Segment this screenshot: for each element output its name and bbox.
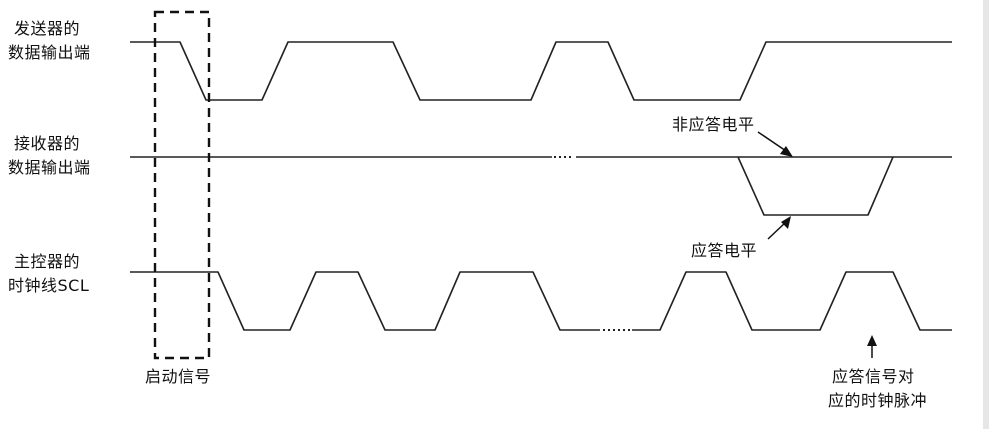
scl-waveform-left	[130, 271, 600, 331]
tx-waveform	[130, 41, 952, 101]
scl-label-line2: 时钟线SCL	[8, 276, 90, 295]
tx-label-line2: 数据输出端	[8, 43, 91, 62]
start-signal-box	[153, 10, 211, 360]
scl-waveform-right	[632, 271, 952, 331]
ack-arrowhead	[781, 216, 791, 229]
rx-label-line1: 接收器的	[14, 134, 81, 153]
start-signal-label: 启动信号	[145, 367, 212, 386]
nack-level-label: 非应答电平	[672, 115, 755, 134]
ack-level-label: 应答电平	[691, 241, 758, 260]
rx-label-line2: 数据输出端	[8, 158, 91, 177]
scl-label-line1: 主控器的	[14, 252, 81, 271]
tx-label-line1: 发送器的	[14, 19, 81, 38]
ack-clock-label-line2: 应的时钟脉冲	[828, 391, 928, 410]
ack-clock-arrowhead	[867, 335, 877, 346]
ack-clock-label-line1: 应答信号对	[832, 367, 915, 386]
rx-ack-pulse	[737, 156, 894, 216]
nack-arrowhead	[780, 146, 793, 157]
